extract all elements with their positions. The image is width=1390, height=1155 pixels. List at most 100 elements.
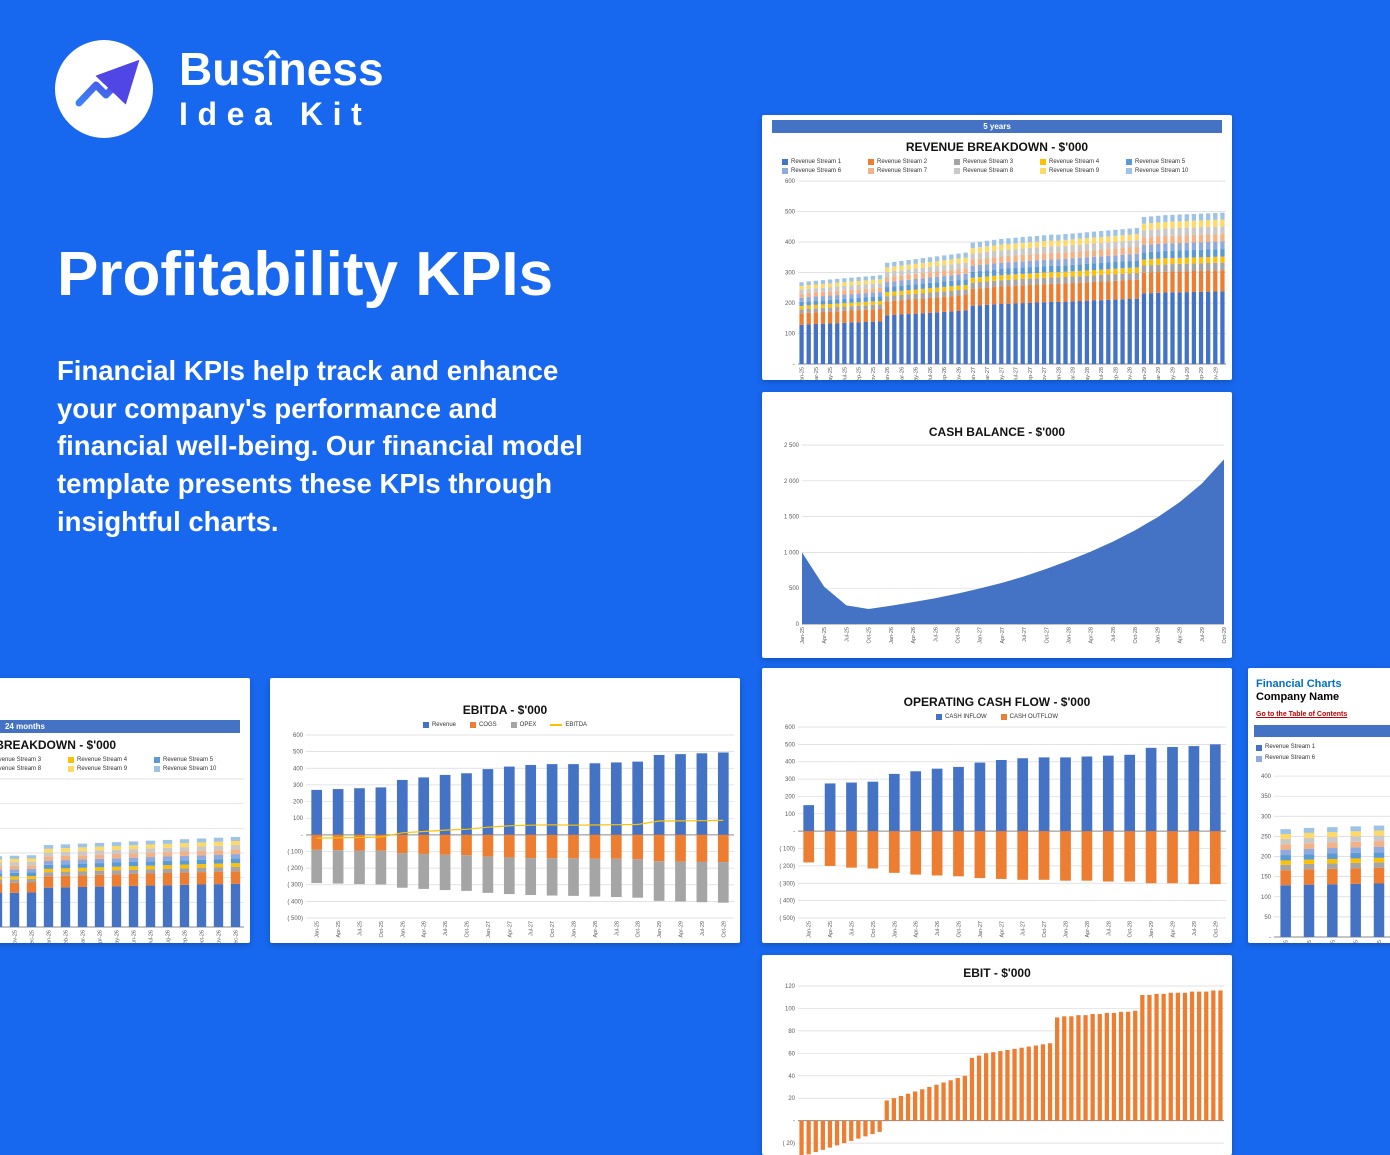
svg-text:100: 100 (785, 812, 796, 818)
legend-item: Revenue (422, 721, 456, 730)
svg-text:Jul-25: Jul-25 (850, 921, 856, 936)
svg-text:Jul-28: Jul-28 (614, 921, 620, 936)
svg-text:Jul-29: Jul-29 (1185, 367, 1191, 380)
legend-item: Revenue Stream 5 (154, 756, 240, 765)
svg-text:Nov-29: Nov-29 (1213, 367, 1219, 380)
svg-text:Jan-29: Jan-29 (1142, 367, 1148, 380)
legend-marker (510, 722, 517, 729)
svg-text:( 20): ( 20) (783, 1141, 795, 1147)
svg-text:Jul-29: Jul-29 (700, 921, 706, 936)
svg-text:Apr-28: Apr-28 (1085, 921, 1091, 938)
svg-text:Jan-25: Jan-25 (800, 367, 806, 380)
legend-marker (68, 757, 74, 764)
svg-text:Nov-26: Nov-26 (217, 930, 223, 943)
legend-marker (422, 722, 429, 729)
svg-text:Jan-25: Jan-25 (315, 921, 321, 938)
legend-item: EBITDA (550, 721, 587, 730)
financial-charts-header: Financial Charts Company Name Go to the … (1248, 668, 1390, 721)
svg-text:Apr-29: Apr-29 (679, 921, 685, 938)
legend-marker (1040, 159, 1046, 166)
svg-text:May-26: May-26 (914, 367, 920, 380)
svg-text:Oct-25: Oct-25 (871, 921, 877, 938)
svg-text:May-29: May-29 (1171, 367, 1177, 380)
svg-text:Nov-28: Nov-28 (1128, 367, 1134, 380)
legend-marker (954, 159, 960, 166)
svg-text:Jul-25: Jul-25 (358, 921, 364, 936)
svg-text:Mar-27: Mar-27 (985, 367, 991, 380)
svg-text:-: - (1269, 935, 1271, 941)
operating-cash-flow-chart: 600 500 400 300 200 100 - ( 100) ( 200) ( 300) ( 4… (762, 722, 1232, 943)
svg-text:Apr-27: Apr-27 (999, 921, 1005, 938)
legend-item: CASH OUTFLOW (1000, 713, 1058, 722)
legend-item: Revenue Stream 6 (1256, 754, 1315, 763)
svg-text:Jan-29: Jan-29 (657, 921, 663, 938)
svg-text:Nov-27: Nov-27 (1042, 367, 1048, 380)
svg-text:250: 250 (1261, 834, 1272, 840)
legend-marker (1126, 168, 1132, 175)
svg-text:Sep-26: Sep-26 (942, 367, 948, 380)
svg-text:Jul-27: Jul-27 (1014, 367, 1020, 380)
svg-text:Oct-26: Oct-26 (957, 921, 963, 938)
financial-charts-title: Financial Charts (1256, 678, 1342, 690)
svg-text:( 500): ( 500) (287, 916, 303, 922)
svg-text:( 500): ( 500) (779, 916, 795, 922)
svg-text:Oct-27: Oct-27 (550, 921, 556, 938)
svg-text:300: 300 (1261, 814, 1272, 820)
legend-marker (782, 159, 788, 166)
svg-text:Jan-28: Jan-28 (1067, 627, 1073, 644)
legend-marker (1126, 159, 1132, 166)
svg-text:Nov-25: Nov-25 (871, 367, 877, 380)
legend-item: Revenue Stream 3 (0, 756, 42, 763)
logo-word-business: Busîness (179, 43, 384, 96)
svg-text:Apr-29: Apr-29 (1178, 627, 1184, 644)
svg-text:( 300): ( 300) (779, 881, 795, 887)
svg-text:Nov-26: Nov-26 (957, 367, 963, 380)
svg-text:Oct-27: Oct-27 (1044, 627, 1050, 644)
svg-text:Dec-26: Dec-26 (234, 930, 240, 943)
svg-text:Jul-27: Jul-27 (1021, 921, 1027, 936)
svg-text:Apr-26: Apr-26 (422, 921, 428, 938)
svg-text:80: 80 (788, 1029, 795, 1035)
svg-text:100: 100 (785, 331, 796, 337)
svg-text:400: 400 (1261, 774, 1272, 780)
svg-text:200: 200 (1261, 855, 1272, 861)
svg-text:-: - (793, 362, 795, 368)
svg-text:600: 600 (293, 733, 304, 739)
svg-text:Sep-28: Sep-28 (1113, 367, 1119, 380)
svg-text:Apr-27: Apr-27 (1000, 627, 1006, 644)
chart-title-ebit: EBIT - $'000 (963, 966, 1031, 980)
table-of-contents-link[interactable]: Go to the Table of Contents (1256, 711, 1348, 718)
svg-text:Mar-25: Mar-25 (814, 367, 820, 380)
ebitda-chart: 600 500 400 300 200 100 - ( 100) ( 200) ( 300) ( 4… (270, 730, 740, 943)
chart-title-operating-cash-flow: OPERATING CASH FLOW - $'000 (903, 695, 1091, 709)
svg-text:Oct-28: Oct-28 (1128, 921, 1134, 938)
trend-arrow-icon (75, 59, 140, 107)
svg-text:Jul-28: Jul-28 (1099, 367, 1105, 380)
svg-text:Oct-29: Oct-29 (1213, 921, 1219, 938)
svg-text:Oct-25: Oct-25 (867, 627, 873, 644)
card-ebitda: EBITDA - $'000 Revenue COGS OPEX EBITDA 600… (270, 678, 740, 943)
svg-text:Oct-26: Oct-26 (955, 627, 961, 644)
legend-marker (550, 724, 563, 727)
svg-text:-: - (793, 829, 795, 835)
legend-marker (1000, 714, 1007, 721)
svg-text:50: 50 (1264, 915, 1271, 921)
svg-text:Jul-28: Jul-28 (1106, 921, 1112, 936)
svg-text:( 400): ( 400) (287, 899, 303, 905)
revenue-breakdown-5y-chart: 600 500 400 300 200 100 - Jan-25 Mar-25 May-25 Jul… (762, 176, 1232, 380)
svg-text:Jul-29: Jul-29 (1192, 921, 1198, 936)
legend-item: Revenue Stream 5 (1126, 158, 1212, 167)
svg-text:40: 40 (788, 1074, 795, 1080)
legend-item: Revenue Stream 4 (68, 756, 154, 765)
legend-marker (154, 757, 160, 764)
legend-marker (954, 168, 960, 175)
cash-balance-chart: 2 500 2 000 1 500 1 000 500 0 Jan-25 Apr-25 Jul-… (762, 440, 1232, 658)
period-header-24-months: 24 months (0, 720, 240, 733)
svg-text:Sep-25: Sep-25 (857, 367, 863, 380)
chart-period-header (1254, 725, 1390, 737)
mini-breakdown-chart: 400 350 300 250 200 150 100 50 - Jan-25 Feb-25 Mar-… (1248, 763, 1390, 943)
svg-text:1 000: 1 000 (784, 550, 800, 556)
legend-marker (1256, 755, 1262, 762)
svg-text:300: 300 (785, 777, 796, 783)
svg-text:Jan-29: Jan-29 (1149, 921, 1155, 938)
